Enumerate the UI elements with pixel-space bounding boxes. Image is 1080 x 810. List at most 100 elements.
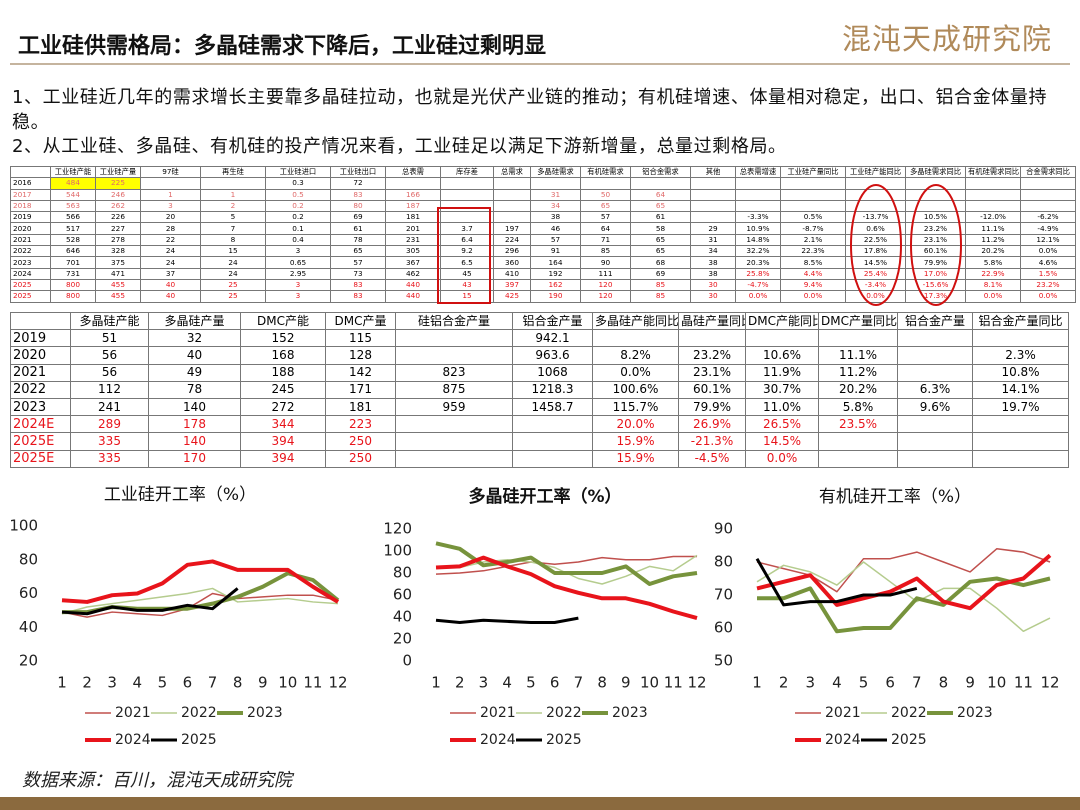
table-cell: 14.8% — [735, 233, 781, 247]
x-tick-label: 6 — [183, 674, 193, 692]
table-cell — [965, 177, 1021, 190]
table-cell: 46 — [530, 222, 581, 235]
table-row: 2017 544 246 1 1 0.5 83 166 31 50 64 — [10, 188, 1076, 201]
table-cell: 24 — [140, 256, 201, 269]
chart-title: 工业硅开工率（%） — [104, 485, 256, 505]
table-cell: 79.9% — [905, 256, 966, 269]
table-cell — [690, 188, 736, 201]
table-cell: 57 — [530, 233, 581, 247]
table-cell — [493, 177, 531, 190]
table-cell: -4.9% — [1020, 222, 1076, 235]
y-tick-label: 80 — [19, 550, 38, 568]
table-cell: 0.65 — [265, 256, 331, 269]
table-cell: 25.8% — [735, 267, 781, 280]
table-cell: 8.1% — [965, 278, 1021, 292]
table-cell: 245 — [240, 380, 326, 399]
table-cell: 14.5% — [745, 432, 819, 451]
series-line — [61, 587, 339, 615]
table-cell: 2016 — [10, 177, 51, 190]
footer-bar — [0, 797, 1080, 810]
table-cell: 296 — [493, 245, 531, 258]
header-cell: 工业硅进口 — [265, 165, 331, 179]
table-row: 2019 566 226 20 5 0.2 69 181 38 57 61 -3.3% 0.5% -13.… — [10, 211, 1076, 224]
header-cell: 铝合金产量 — [897, 311, 973, 331]
table-cell: 942.1 — [512, 329, 593, 348]
table-cell: 120 — [580, 278, 631, 292]
table-cell: 78 — [148, 380, 241, 399]
table-cell: 0.5% — [780, 211, 846, 224]
table-cell: 25 — [200, 278, 266, 292]
table-cell: 190 — [530, 290, 581, 303]
table-cell — [845, 177, 906, 190]
table-cell: -21.3% — [678, 432, 746, 451]
table-cell: 40 — [140, 278, 201, 292]
table-cell: 455 — [95, 278, 141, 292]
logo: 混沌天成研究院 — [842, 22, 1053, 56]
table-cell: 0.4 — [265, 233, 331, 247]
header-cell: DMC产量 — [325, 311, 396, 331]
table-cell: -4.5% — [678, 449, 746, 468]
bullets: 1、工业硅近几年的需求增长主要靠多晶硅拉动，也就是光伏产业链的推动；有机硅增速、… — [12, 86, 1072, 160]
legend-label: 2022 — [181, 705, 217, 721]
table-cell: 65 — [580, 199, 631, 213]
table-cell: 73 — [330, 267, 386, 280]
x-tick-label: 7 — [208, 674, 218, 692]
table-cell: 9.4% — [780, 278, 846, 292]
table-cell — [972, 432, 1069, 451]
table-cell: 28 — [140, 222, 201, 235]
y-tick-label: 20 — [393, 630, 412, 648]
y-tick-label: 90 — [714, 520, 733, 538]
table-cell: 56 — [70, 363, 149, 382]
y-tick-label: 120 — [383, 520, 412, 538]
x-tick-label: 11 — [664, 674, 683, 692]
table-cell: 9.2 — [440, 245, 494, 258]
header-cell: 多晶硅产能同比 — [592, 311, 679, 331]
table-cell: 15.9% — [592, 432, 679, 451]
table-cell: 227 — [95, 222, 141, 235]
table-cell: 166 — [385, 188, 441, 201]
x-tick-label: 9 — [258, 674, 268, 692]
table-cell: 2025 — [10, 290, 51, 303]
series-line — [61, 592, 339, 618]
table-cell: 65 — [330, 245, 386, 258]
table-cell — [592, 329, 679, 348]
table-cell — [512, 432, 593, 451]
table-cell — [395, 346, 513, 365]
table-cell — [440, 177, 494, 190]
table-cell: 60.1% — [905, 245, 966, 258]
table-cell: 305 — [385, 245, 441, 258]
table-cell: 168 — [240, 346, 326, 365]
table-cell: 2017 — [10, 188, 51, 201]
x-tick-label: 6 — [550, 674, 560, 692]
table-cell: 875 — [395, 380, 513, 399]
table-cell: -13.7% — [845, 211, 906, 224]
table-cell: 2020 — [10, 346, 71, 365]
table-cell — [897, 363, 973, 382]
table-cell: 15.9% — [592, 449, 679, 468]
table-cell: 69 — [630, 267, 691, 280]
legend-label: 2023 — [247, 705, 283, 721]
table-cell — [972, 449, 1069, 468]
table-cell — [440, 199, 494, 213]
table-cell — [678, 329, 746, 348]
table-cell: 394 — [240, 449, 326, 468]
series-line — [435, 541, 698, 586]
table-row: 2022 112 78 245 171 875 1218.3 100.6% 60.1% 30.7%… — [10, 380, 1069, 399]
table-cell: 37 — [140, 267, 201, 280]
y-tick-label: 40 — [393, 608, 412, 626]
table-cell — [530, 177, 581, 190]
table-cell — [395, 432, 513, 451]
legend-label: 2021 — [115, 705, 151, 721]
table-cell: 335 — [70, 449, 149, 468]
table-cell — [905, 177, 966, 190]
table-cell: 17.0% — [905, 267, 966, 280]
table-cell — [1020, 188, 1076, 201]
table-cell: 1458.7 — [512, 397, 593, 417]
page-title: 工业硅供需格局：多晶硅需求下降后，工业硅过剩明显 — [18, 34, 547, 59]
table-cell — [897, 432, 973, 451]
table-cell — [845, 199, 906, 213]
table-cell — [735, 177, 781, 190]
table-cell: 328 — [95, 245, 141, 258]
table-cell: 3 — [265, 278, 331, 292]
table-cell: 7 — [200, 222, 266, 235]
